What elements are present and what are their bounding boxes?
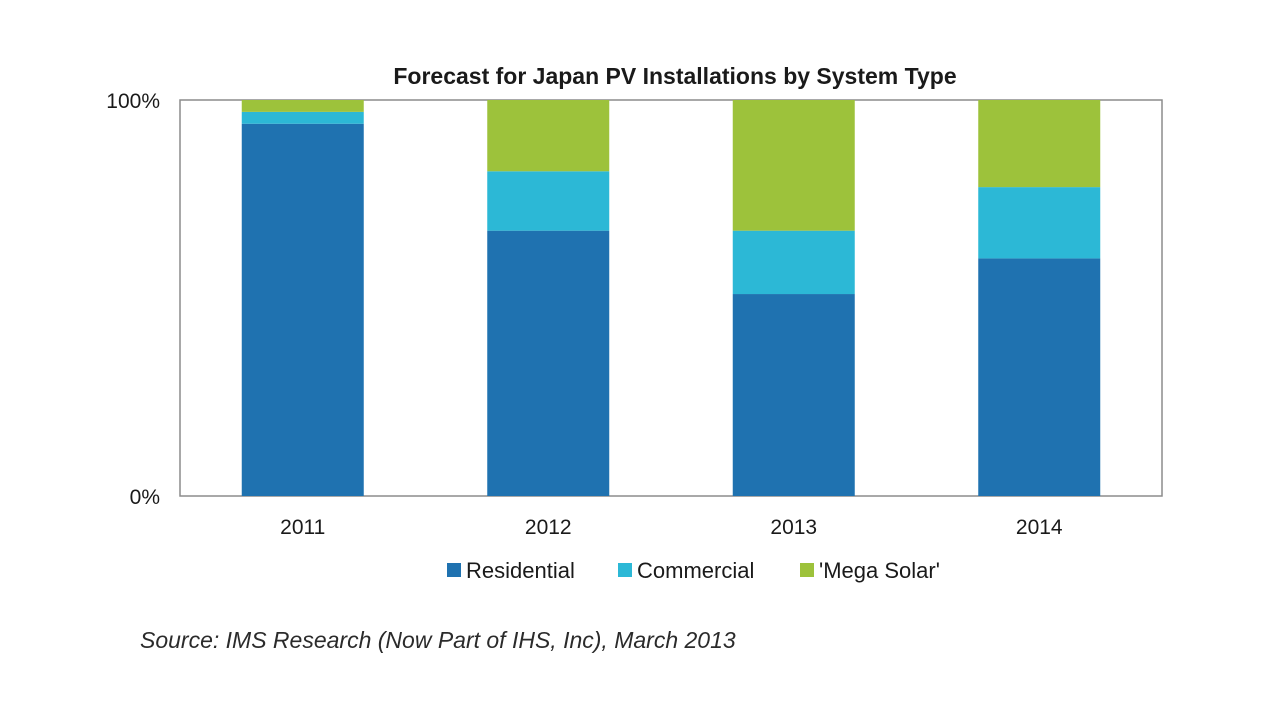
y-axis-tick-labels: 0% 100% <box>106 90 160 509</box>
x-tick-label: 2014 <box>1016 516 1063 539</box>
bar-segment-2012-residential <box>487 230 610 496</box>
legend-label: Residential <box>466 558 575 583</box>
y-tick-label: 100% <box>106 90 160 113</box>
bar-segment-2014-residential <box>978 258 1101 496</box>
legend-swatch <box>447 563 461 577</box>
bar-segment-2011-mega-solar <box>241 100 364 112</box>
legend-swatch <box>800 563 814 577</box>
legend-item: 'Mega Solar' <box>800 558 940 583</box>
x-tick-label: 2011 <box>280 516 325 539</box>
legend: Residential Commercial 'Mega Solar' <box>447 558 940 583</box>
legend-item: Residential <box>447 558 575 583</box>
bar-segment-2014-commercial <box>978 187 1101 259</box>
legend-label: Commercial <box>637 558 754 583</box>
y-tick-label: 0% <box>130 486 160 509</box>
bar-segment-2013-residential <box>732 294 855 496</box>
x-tick-label: 2012 <box>525 516 572 539</box>
bar-segment-2012-mega-solar <box>487 100 610 172</box>
bar-segment-2013-mega-solar <box>732 100 855 231</box>
plot-area-frame <box>179 99 1163 497</box>
legend-label: 'Mega Solar' <box>819 558 940 583</box>
source-note: Source: IMS Research (Now Part of IHS, I… <box>140 627 736 653</box>
bar-segment-2011-commercial <box>241 111 364 124</box>
bar-segment-2012-commercial <box>487 171 610 231</box>
x-tick-label: 2013 <box>770 516 817 539</box>
bar-segment-2011-residential <box>241 123 364 496</box>
legend-item: Commercial <box>618 558 754 583</box>
chart-title: Forecast for Japan PV Installations by S… <box>393 63 956 89</box>
bar-segment-2014-mega-solar <box>978 100 1101 188</box>
bar-segment-2013-commercial <box>732 230 855 295</box>
x-axis-tick-labels: 2011 2012 2013 2014 <box>280 516 1063 539</box>
bar-group <box>241 100 1101 496</box>
legend-swatch <box>618 563 632 577</box>
